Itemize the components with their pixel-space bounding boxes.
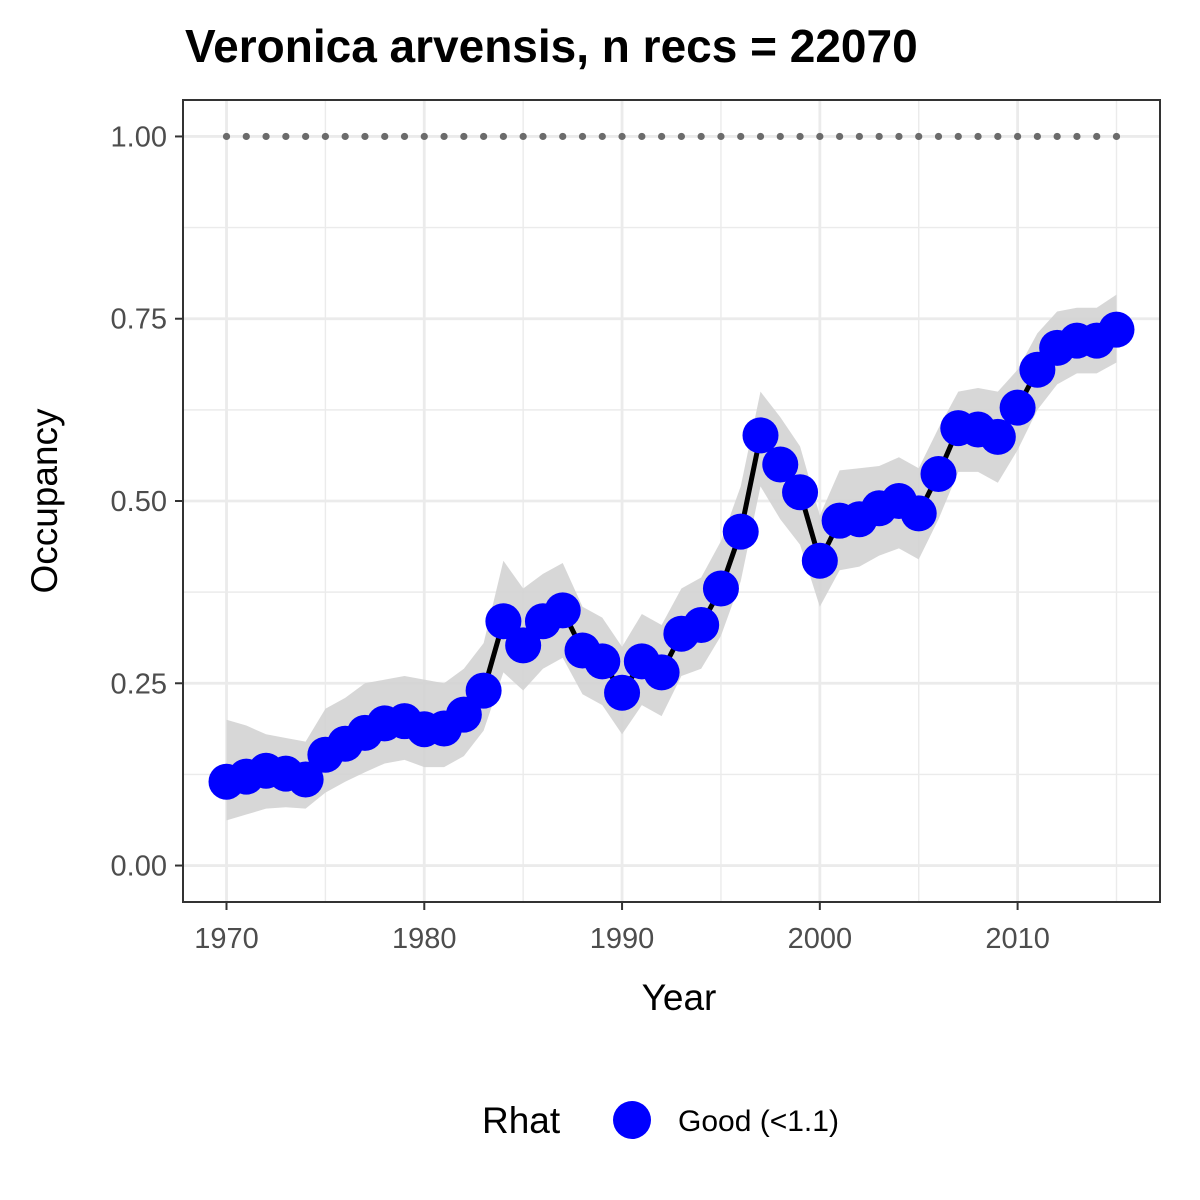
reference-dot: [618, 132, 626, 141]
confidence-ribbon: [226, 294, 1117, 821]
reference-dot: [915, 132, 923, 141]
data-point: [287, 761, 324, 798]
data-point: [900, 495, 937, 532]
reference-dot: [559, 132, 567, 141]
reference-dot: [381, 132, 389, 141]
reference-dot: [756, 132, 765, 141]
reference-dot: [796, 132, 804, 141]
x-tick-label: 1970: [194, 923, 259, 955]
data-point: [801, 542, 838, 579]
data-point: [742, 417, 779, 454]
data-point: [643, 654, 680, 691]
data-point: [1098, 311, 1135, 348]
y-tick-label: 0.75: [111, 304, 167, 336]
x-axis-title: Year: [642, 977, 717, 1018]
reference-dot: [776, 132, 784, 141]
data-point: [920, 456, 957, 493]
data-point: [722, 513, 759, 550]
reference-dot: [1014, 132, 1022, 141]
data-point: [544, 592, 581, 629]
data-point: [999, 389, 1036, 426]
reference-dot: [460, 132, 468, 141]
reference-dot: [440, 132, 448, 141]
reference-dot: [737, 132, 745, 141]
legend-key-good: [613, 1101, 651, 1139]
y-tick-label: 0.25: [111, 668, 167, 700]
legend-label-good: Good (<1.1): [678, 1105, 839, 1138]
reference-dot: [875, 132, 883, 141]
reference-dot: [420, 132, 428, 141]
reference-dot: [1093, 132, 1101, 141]
x-tick-label: 2000: [788, 923, 853, 955]
reference-dot: [1053, 132, 1061, 141]
y-tick-label: 0.00: [111, 851, 167, 883]
reference-dot: [658, 132, 666, 141]
reference-dot: [480, 132, 488, 141]
reference-dot: [934, 132, 943, 141]
data-point: [485, 603, 522, 640]
data-point: [979, 418, 1016, 455]
reference-line: [222, 132, 1121, 141]
data-point: [584, 643, 621, 680]
legend: Rhat Good (<1.1): [482, 1100, 839, 1141]
y-tick-label: 1.00: [111, 121, 167, 153]
reference-dot: [717, 132, 725, 141]
y-axis: 0.00 0.25 0.50 0.75 1.00: [111, 121, 183, 883]
reference-dot: [598, 132, 606, 141]
y-axis-title: Occupancy: [24, 408, 65, 594]
data-point: [465, 672, 502, 709]
data-point: [782, 474, 819, 511]
reference-dot: [994, 132, 1002, 141]
reference-dot: [836, 132, 844, 141]
reference-dot: [816, 132, 824, 141]
data-point: [445, 696, 482, 733]
chart-title: Veronica arvensis, n recs = 22070: [185, 20, 918, 72]
x-tick-label: 2010: [985, 923, 1050, 955]
reference-dot: [895, 132, 903, 141]
reference-dot: [222, 132, 231, 141]
reference-dot: [954, 132, 962, 141]
reference-dot: [855, 132, 863, 141]
reference-dot: [262, 132, 270, 141]
y-tick-label: 0.50: [111, 486, 167, 518]
data-point: [604, 674, 641, 711]
data-point: [762, 446, 799, 483]
reference-dot: [302, 132, 310, 141]
reference-dot: [519, 132, 527, 141]
data-point: [683, 606, 720, 643]
data-point: [702, 570, 739, 607]
reference-dot: [341, 132, 349, 141]
reference-dot: [321, 132, 329, 141]
reference-dot: [1112, 132, 1121, 141]
reference-dot: [974, 132, 982, 141]
reference-dot: [1033, 132, 1041, 141]
reference-dot: [697, 132, 705, 141]
reference-dot: [1073, 132, 1081, 141]
x-tick-label: 1980: [392, 923, 457, 955]
legend-title: Rhat: [482, 1100, 561, 1141]
reference-dot: [282, 132, 290, 141]
reference-dot: [677, 132, 685, 141]
reference-dot: [539, 132, 547, 141]
reference-dot: [499, 132, 507, 141]
data-points: [208, 311, 1135, 800]
x-axis: 1970 1980 1990 2000 2010: [194, 902, 1050, 955]
reference-dot: [400, 132, 409, 141]
data-point: [505, 627, 542, 664]
reference-dot: [638, 132, 646, 141]
reference-dot: [242, 132, 250, 141]
x-tick-label: 1990: [590, 923, 655, 955]
reference-dot: [361, 132, 369, 141]
reference-dot: [578, 132, 587, 141]
